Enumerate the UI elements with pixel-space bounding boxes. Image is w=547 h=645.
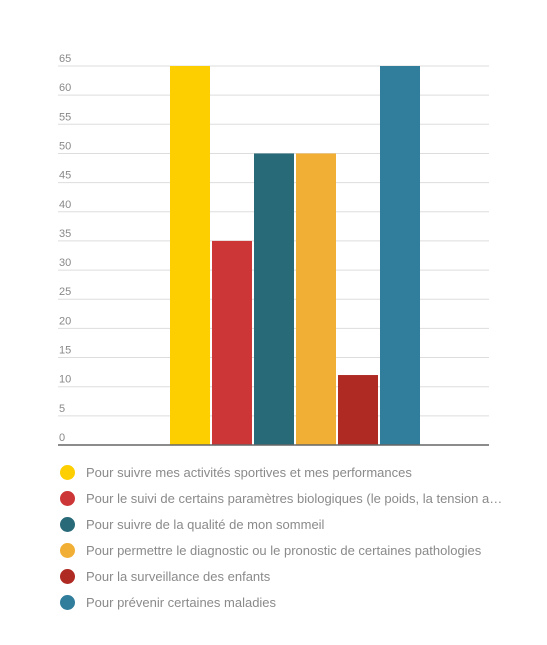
y-tick-label: 15: [59, 345, 71, 357]
y-tick-label: 40: [59, 199, 71, 211]
y-tick-label: 50: [59, 140, 71, 152]
bars: [170, 66, 420, 445]
legend-label: Pour suivre mes activités sportives et m…: [86, 464, 412, 480]
bar: [338, 375, 378, 445]
y-tick-label: 65: [59, 53, 71, 65]
y-tick-label: 5: [59, 403, 65, 415]
y-tick-label: 55: [59, 111, 71, 123]
legend-item: Pour prévenir certaines maladies: [60, 589, 530, 615]
legend-item: Pour le suivi de certains paramètres bio…: [60, 485, 530, 511]
legend-label: Pour suivre de la qualité de mon sommeil: [86, 516, 325, 532]
legend: Pour suivre mes activités sportives et m…: [60, 459, 530, 615]
legend-item: Pour suivre mes activités sportives et m…: [60, 459, 530, 485]
legend-label: Pour prévenir certaines maladies: [86, 594, 277, 610]
bar: [296, 153, 336, 445]
y-tick-label: 10: [59, 374, 71, 386]
bar: [380, 66, 420, 445]
y-tick-label: 45: [59, 170, 71, 182]
legend-marker: [60, 516, 75, 532]
y-tick-label: 30: [59, 257, 71, 269]
bar: [212, 240, 252, 445]
legend-marker: [60, 594, 75, 610]
bar-chart: 0 5 10 15 20 25 30 35 40 45 50 55 60 65: [58, 53, 489, 446]
legend-marker: [60, 464, 75, 480]
legend-item: Pour la surveillance des enfants: [60, 563, 530, 589]
legend-marker: [60, 490, 75, 506]
legend-label: Pour le suivi de certains paramètres bio…: [86, 490, 506, 506]
y-axis-ticks: 0 5 10 15 20 25 30 35 40 45 50 55 60 65: [59, 53, 71, 444]
legend-item: Pour permettre le diagnostic ou le prono…: [60, 537, 530, 563]
y-tick-label: 35: [59, 228, 71, 240]
y-tick-label: 20: [59, 315, 71, 327]
legend-item: Pour suivre de la qualité de mon sommeil: [60, 511, 530, 537]
bar: [254, 153, 294, 445]
y-tick-label: 0: [59, 432, 65, 444]
bar: [170, 66, 210, 445]
y-tick-label: 25: [59, 286, 71, 298]
legend-marker: [60, 568, 75, 584]
legend-label: Pour la surveillance des enfants: [86, 568, 271, 584]
legend-marker: [60, 542, 75, 558]
y-tick-label: 60: [59, 82, 71, 94]
legend-label: Pour permettre le diagnostic ou le prono…: [86, 542, 482, 558]
